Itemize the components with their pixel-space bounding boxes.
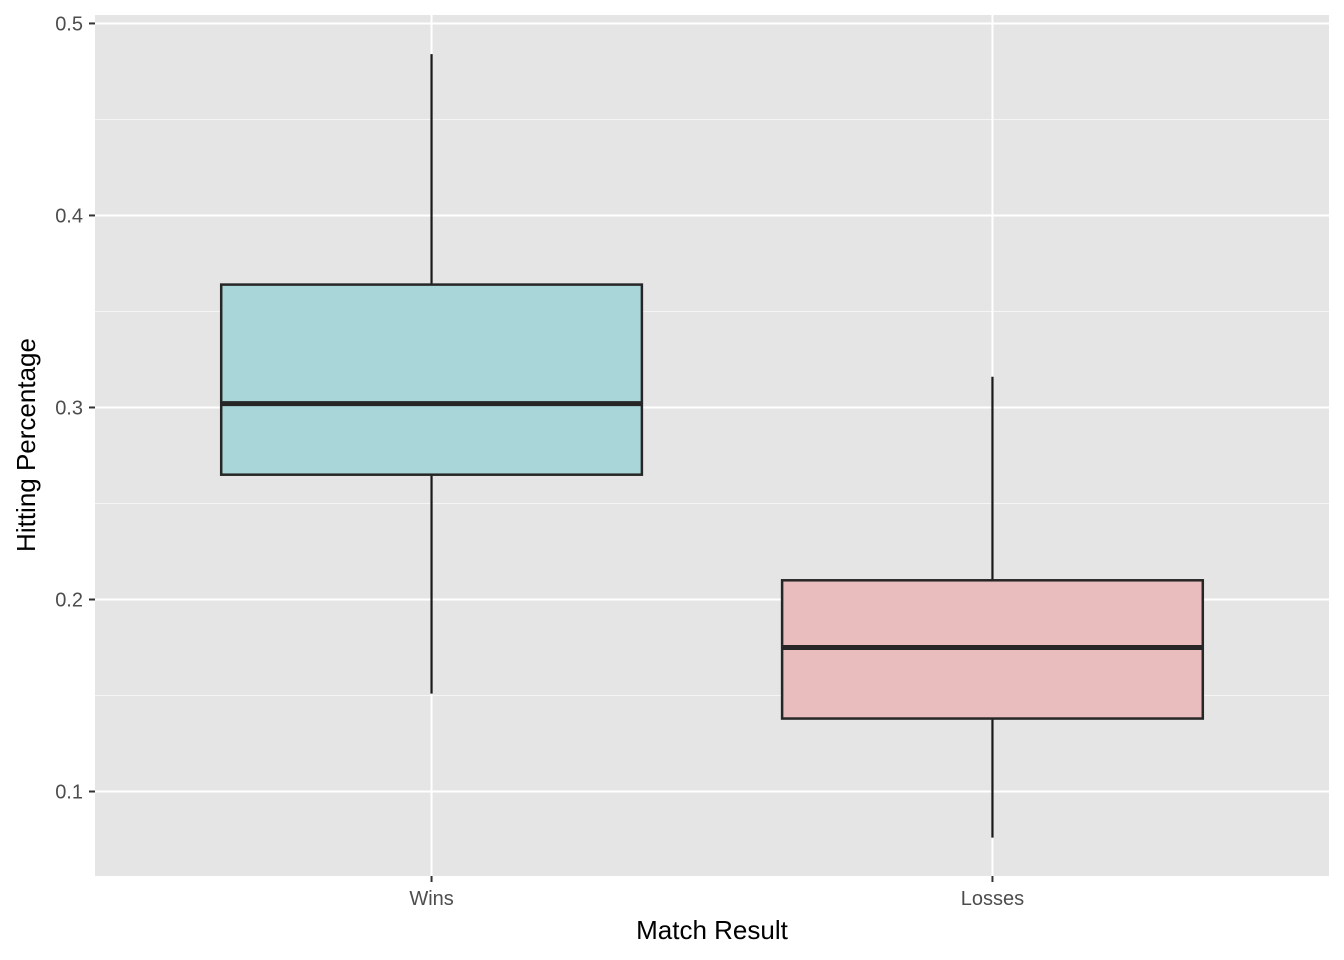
- boxes: [219, 54, 1205, 838]
- y-tick-label: 0.5: [55, 13, 83, 35]
- x-axis: Wins Losses: [409, 876, 1024, 910]
- box-wins: [219, 283, 644, 476]
- x-axis-title: Match Result: [636, 915, 788, 945]
- y-axis: 0.1 0.2 0.3 0.4 0.5: [55, 13, 95, 804]
- y-axis-title: Hitting Percentage: [11, 338, 41, 552]
- y-tick-label: 0.3: [55, 397, 83, 419]
- y-tick-label: 0.4: [55, 205, 83, 227]
- x-tick-label: Losses: [961, 888, 1024, 910]
- y-tick-label: 0.1: [55, 782, 83, 804]
- y-tick-label: 0.2: [55, 589, 83, 611]
- x-tick-label: Wins: [409, 888, 453, 910]
